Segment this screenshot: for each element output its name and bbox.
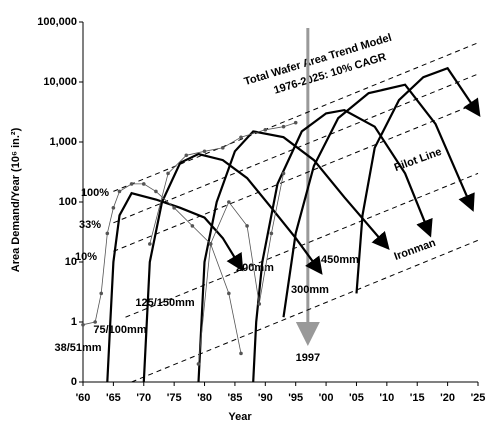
data-point xyxy=(148,242,152,246)
y-axis-title: Area Demand/Year (10⁶ in.²) xyxy=(10,127,22,272)
x-tick-label: '05 xyxy=(349,392,364,404)
data-point xyxy=(93,320,97,324)
series-label: 38/51mm xyxy=(54,342,101,354)
x-tick-label: '25 xyxy=(471,392,486,404)
series-line xyxy=(113,102,479,252)
x-tick-label: '65 xyxy=(106,392,121,404)
y-tick-label: 100 xyxy=(59,196,77,208)
series-label: 100% xyxy=(81,187,109,199)
x-axis-title: Year xyxy=(228,411,252,423)
data-point xyxy=(99,291,104,296)
data-point xyxy=(293,120,298,125)
data-point xyxy=(220,146,225,150)
x-tick-label: '10 xyxy=(379,392,394,404)
data-point xyxy=(81,322,85,327)
data-point xyxy=(184,153,189,158)
data-point xyxy=(263,127,268,132)
series-line xyxy=(125,172,479,318)
data-point xyxy=(227,291,231,296)
x-tick-label: '95 xyxy=(288,392,303,404)
data-point xyxy=(227,200,231,204)
x-tick-label: '15 xyxy=(410,392,425,404)
series-label: 300mm xyxy=(291,284,329,296)
data-point xyxy=(281,171,286,176)
y-tick-label: 10,000 xyxy=(43,76,77,88)
x-tick-label: '20 xyxy=(440,392,455,404)
data-point xyxy=(129,182,134,186)
series-label: 125/150mm xyxy=(135,297,195,309)
series-label: Pilot Line xyxy=(393,146,444,174)
x-tick-label: '00 xyxy=(319,392,334,404)
x-tick-label: '70 xyxy=(136,392,151,404)
series-line xyxy=(106,191,244,383)
data-point xyxy=(208,242,213,246)
data-point xyxy=(202,149,207,154)
marker-label: 1997 xyxy=(296,352,320,364)
series-line xyxy=(82,183,242,354)
series-label: 450mm xyxy=(321,254,359,266)
data-point xyxy=(239,135,243,140)
series-line xyxy=(113,73,479,224)
data-point xyxy=(245,224,249,228)
data-point xyxy=(141,182,146,186)
series-line xyxy=(142,152,323,383)
y-tick-label: 10 xyxy=(65,256,77,268)
data-point xyxy=(117,189,122,194)
series-line xyxy=(252,108,433,383)
y-tick-label: 1,000 xyxy=(49,136,77,148)
y-tick-label: 0 xyxy=(71,376,77,388)
data-point xyxy=(196,362,201,366)
data-point xyxy=(239,351,243,356)
series-line xyxy=(355,66,481,294)
data-point xyxy=(111,206,116,210)
series-line xyxy=(282,83,475,318)
x-tick-label: '85 xyxy=(227,392,242,404)
data-point xyxy=(257,302,262,306)
series-label: 10% xyxy=(75,251,97,263)
y-tick-label: 1 xyxy=(71,316,77,328)
x-tick-label: '80 xyxy=(197,392,212,404)
data-point xyxy=(105,231,110,236)
series-label: 75/100mm xyxy=(93,324,146,336)
x-tick-label: '75 xyxy=(167,392,182,404)
x-tick-label: '60 xyxy=(76,392,91,404)
series-label: Ironman xyxy=(393,237,438,263)
data-point xyxy=(172,206,176,210)
series-label: 200mm xyxy=(236,262,274,274)
series-label: 33% xyxy=(79,219,101,231)
y-tick-label: 100,000 xyxy=(37,16,77,28)
data-point xyxy=(281,124,286,129)
series-line xyxy=(197,130,390,383)
series-line xyxy=(113,42,479,192)
x-tick-label: '90 xyxy=(258,392,273,404)
data-point xyxy=(166,171,170,176)
data-point xyxy=(269,231,274,236)
data-point xyxy=(154,189,158,194)
data-point xyxy=(190,224,195,228)
